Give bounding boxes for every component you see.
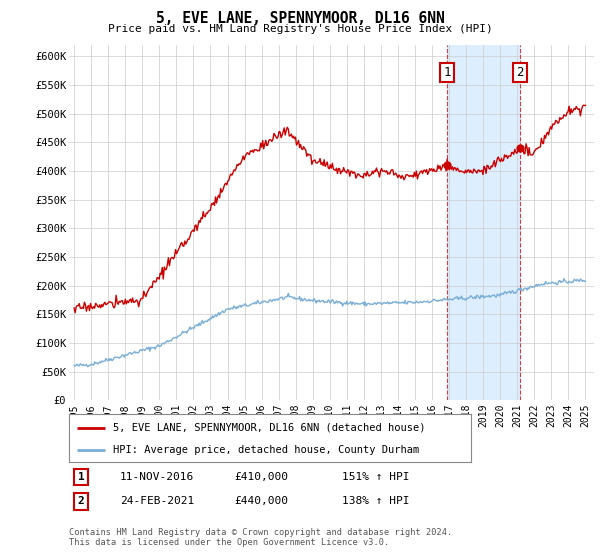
Text: 138% ↑ HPI: 138% ↑ HPI <box>342 496 409 506</box>
Text: 5, EVE LANE, SPENNYMOOR, DL16 6NN: 5, EVE LANE, SPENNYMOOR, DL16 6NN <box>155 11 445 26</box>
Text: 24-FEB-2021: 24-FEB-2021 <box>120 496 194 506</box>
Text: £440,000: £440,000 <box>234 496 288 506</box>
Text: 151% ↑ HPI: 151% ↑ HPI <box>342 472 409 482</box>
Text: 11-NOV-2016: 11-NOV-2016 <box>120 472 194 482</box>
Text: Contains HM Land Registry data © Crown copyright and database right 2024.
This d: Contains HM Land Registry data © Crown c… <box>69 528 452 547</box>
Text: 1: 1 <box>77 472 85 482</box>
Bar <box>447 45 520 400</box>
Text: HPI: Average price, detached house, County Durham: HPI: Average price, detached house, Coun… <box>113 445 419 455</box>
Text: Price paid vs. HM Land Registry's House Price Index (HPI): Price paid vs. HM Land Registry's House … <box>107 24 493 34</box>
Text: 2: 2 <box>77 496 85 506</box>
Text: £410,000: £410,000 <box>234 472 288 482</box>
Text: 1: 1 <box>443 66 451 79</box>
Text: 2: 2 <box>516 66 524 79</box>
Text: 5, EVE LANE, SPENNYMOOR, DL16 6NN (detached house): 5, EVE LANE, SPENNYMOOR, DL16 6NN (detac… <box>113 423 426 433</box>
